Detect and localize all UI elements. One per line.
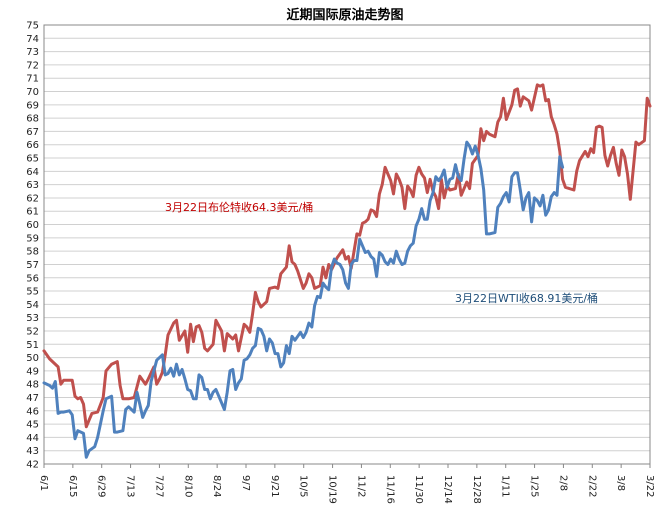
- y-tick-label: 67: [26, 127, 39, 138]
- x-tick-label: 1/11: [500, 475, 511, 497]
- x-tick-label: 7/27: [153, 475, 164, 497]
- y-tick-label: 58: [26, 247, 39, 258]
- x-tick-label: 2/8: [557, 475, 568, 491]
- y-tick-label: 46: [26, 406, 39, 417]
- brent-annotation: 3月22日布伦特收64.3美元/桶: [165, 200, 313, 214]
- x-axis: 6/1 6/15 6/29 7/13 7/27 8/10 8/24 9/7 9/21 10/5 10…: [38, 464, 655, 504]
- y-tick-label: 63: [26, 180, 39, 191]
- y-tick-label: 71: [26, 74, 39, 85]
- y-tick-label: 43: [26, 446, 39, 457]
- y-tick-label: 65: [26, 154, 39, 165]
- y-tick-label: 59: [26, 233, 39, 244]
- x-tick-label: 9/7: [240, 475, 251, 491]
- y-tick-label: 51: [26, 340, 39, 351]
- y-tick-label: 56: [26, 273, 39, 284]
- x-tick-label: 7/13: [125, 475, 136, 497]
- y-tick-label: 75: [26, 21, 39, 32]
- series-line-wti: [42, 140, 565, 459]
- y-tick-label: 64: [26, 167, 39, 178]
- x-tick-label: 1/25: [529, 475, 540, 497]
- x-tick-label: 6/15: [67, 475, 78, 497]
- y-tick-label: 60: [26, 220, 39, 231]
- x-tick-label: 12/14: [442, 475, 453, 504]
- x-tick-label: 6/1: [38, 475, 49, 491]
- series-lines: [42, 83, 652, 459]
- y-tick-label: 68: [26, 114, 39, 125]
- y-tick-label: 47: [26, 393, 39, 404]
- x-tick-label: 6/29: [96, 475, 107, 497]
- x-tick-label: 9/21: [269, 475, 280, 497]
- x-tick-label: 10/19: [327, 475, 338, 504]
- y-tick-label: 62: [26, 193, 39, 204]
- wti-annotation: 3月22日WTI收68.91美元/桶: [455, 291, 598, 305]
- plot-border: [43, 24, 651, 465]
- x-tick-label: 8/24: [211, 475, 222, 497]
- y-tick-label: 42: [26, 460, 39, 471]
- y-tick-label: 55: [26, 287, 39, 298]
- y-tick-label: 52: [26, 326, 39, 337]
- y-tick-label: 54: [26, 300, 39, 311]
- y-tick-label: 49: [26, 366, 39, 377]
- x-tick-label: 3/22: [644, 475, 655, 497]
- y-tick-label: 57: [26, 260, 39, 271]
- y-tick-label: 61: [26, 207, 39, 218]
- y-tick-label: 66: [26, 140, 39, 151]
- y-tick-label: 70: [26, 87, 39, 98]
- gridlines: [44, 24, 650, 465]
- y-tick-label: 44: [26, 433, 39, 444]
- y-tick-label: 48: [26, 380, 39, 391]
- y-axis: 42 43 44 45 46 47 48 49 50 51 52 53 54 55 56 57 58 59 60 61…: [26, 21, 39, 471]
- y-tick-label: 74: [26, 34, 39, 45]
- x-tick-label: 3/8: [615, 475, 626, 491]
- x-tick-label: 11/30: [413, 475, 424, 504]
- x-tick-label: 11/2: [355, 475, 366, 497]
- series-line-brent: [42, 83, 652, 429]
- x-tick-label: 12/28: [471, 475, 482, 504]
- y-tick-label: 50: [26, 353, 39, 364]
- y-tick-label: 72: [26, 60, 39, 71]
- y-tick-label: 45: [26, 420, 39, 431]
- x-tick-label: 8/10: [182, 475, 193, 497]
- x-tick-label: 10/5: [298, 475, 309, 497]
- y-tick-label: 53: [26, 313, 39, 324]
- y-tick-label: 73: [26, 47, 39, 58]
- chart-title: 近期国际原油走势图: [286, 7, 403, 23]
- x-tick-label: 11/16: [384, 475, 395, 504]
- x-tick-label: 2/22: [586, 475, 597, 497]
- y-tick-label: 69: [26, 100, 39, 111]
